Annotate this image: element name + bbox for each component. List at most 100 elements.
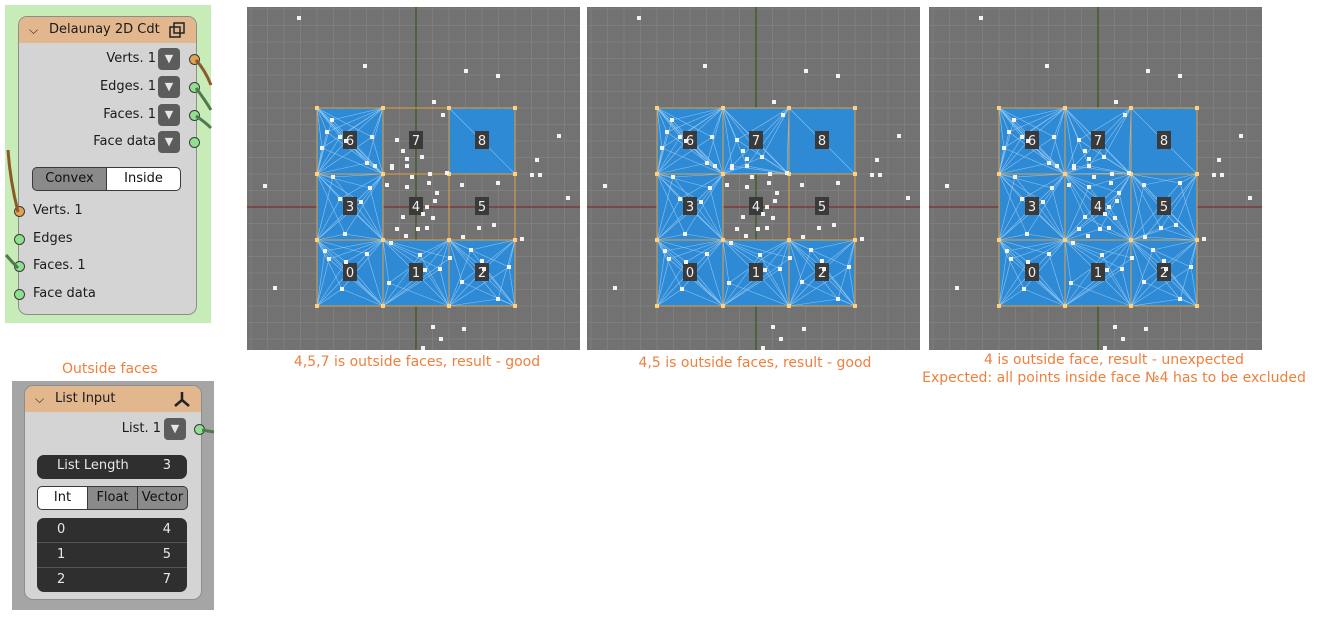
viewport-1[interactable]: 0 1 2 3 4 5 6 7 8 xyxy=(247,7,580,350)
output-facedata-socket[interactable] xyxy=(189,137,200,148)
triangulation-edge xyxy=(731,165,790,175)
scatter-point xyxy=(781,113,785,117)
type-int-button[interactable]: Int xyxy=(37,486,88,510)
triangulation-edge xyxy=(788,239,803,283)
scatter-point xyxy=(425,226,429,230)
face-point xyxy=(435,191,439,195)
face-label-bg xyxy=(1025,131,1039,149)
scatter-point xyxy=(1109,181,1113,185)
collapse-chevron-icon[interactable]: ⌵ xyxy=(29,23,39,37)
triangulation-edge xyxy=(1121,268,1132,307)
triangulation-edge xyxy=(360,201,384,241)
collapse-chevron-icon[interactable]: ⌵ xyxy=(35,392,45,406)
face-point xyxy=(800,280,804,284)
mode-convex-button[interactable]: Convex xyxy=(32,167,107,191)
list-length-field[interactable]: List Length 3 xyxy=(37,455,187,479)
output-edges-dropdown[interactable]: ▼ xyxy=(158,76,180,98)
triangulation-edge xyxy=(788,281,803,307)
triangulation-edge xyxy=(1078,107,1132,141)
face-point xyxy=(1069,281,1073,285)
face-label: 3 xyxy=(686,200,694,215)
triangulation-edge xyxy=(388,239,450,284)
face-point xyxy=(1127,171,1131,175)
triangulation-edge xyxy=(998,239,1029,263)
mode-inside-button[interactable]: Inside xyxy=(106,167,181,191)
viewport-3[interactable]: 0 1 2 3 4 5 6 7 8 xyxy=(929,7,1262,350)
list-output-dropdown[interactable]: ▼ xyxy=(164,418,186,440)
triangulation-edge xyxy=(998,288,1025,307)
triangulation-edge xyxy=(316,147,323,175)
vertex-point xyxy=(1195,172,1199,176)
triangulation-edge xyxy=(316,198,341,241)
triangulation-edge xyxy=(1101,254,1132,307)
node-options-icon[interactable] xyxy=(168,21,186,39)
type-float-button[interactable]: Float xyxy=(87,486,138,510)
delaunay-node[interactable]: ⌵ Delaunay 2D Cdt Verts. 1 ▼ Edges. 1 ▼ … xyxy=(19,17,196,314)
output-faces-socket[interactable] xyxy=(189,110,200,121)
face-label: 8 xyxy=(818,134,826,149)
vertex-point xyxy=(721,106,725,110)
face-label: 0 xyxy=(346,266,354,281)
triangulation-edge xyxy=(681,288,724,307)
scatter-point xyxy=(439,337,443,341)
input-facedata-socket[interactable] xyxy=(14,289,25,300)
triangulation-edge xyxy=(321,147,384,175)
triangulation-edge xyxy=(439,268,450,307)
list-item[interactable]: 2 7 xyxy=(37,568,187,592)
face-point xyxy=(395,138,399,142)
scatter-point xyxy=(729,241,733,245)
triangulation-edge xyxy=(316,107,333,121)
vertex-point xyxy=(997,238,1001,242)
triangulation-edge xyxy=(316,173,371,189)
triangulation-edge xyxy=(746,107,790,167)
input-edges-socket[interactable] xyxy=(14,234,25,245)
triangulation-edge xyxy=(656,136,713,175)
triangulation-edge xyxy=(344,233,384,241)
scatter-point xyxy=(1146,69,1150,73)
viewport-2[interactable]: 0 1 2 3 4 5 6 7 8 xyxy=(587,7,920,350)
output-verts-socket[interactable] xyxy=(189,54,200,65)
list-input-node[interactable]: ⌵ List Input List. 1 ▼ List Length 3 Int… xyxy=(25,386,201,599)
type-vector-button[interactable]: Vector xyxy=(137,486,188,510)
face-label: 1 xyxy=(752,266,760,281)
triangulation-edge xyxy=(1099,228,1132,241)
output-facedata-dropdown[interactable]: ▼ xyxy=(158,131,180,153)
face-point xyxy=(1142,280,1146,284)
triangulation-edge xyxy=(1014,176,1066,241)
triangulation-edge xyxy=(1143,239,1198,283)
triangulation-edge xyxy=(316,288,343,307)
delaunay-node-header[interactable]: ⌵ Delaunay 2D Cdt xyxy=(19,17,196,43)
scatter-point xyxy=(566,196,570,200)
triangulation-edge xyxy=(1023,288,1066,307)
vertex-point xyxy=(513,304,517,308)
triangulation-edge xyxy=(1064,228,1101,241)
face-point xyxy=(448,256,452,260)
list-item[interactable]: 0 4 xyxy=(37,518,187,543)
triangulation-edge xyxy=(1064,216,1086,241)
face-label: 4 xyxy=(412,200,420,215)
list-node-header[interactable]: ⌵ List Input xyxy=(25,386,201,412)
face-point xyxy=(836,297,840,301)
list-item[interactable]: 1 5 xyxy=(37,543,187,568)
triangulation-edge xyxy=(998,233,1028,241)
triangulation-edge xyxy=(1130,281,1145,307)
triangulation-edge xyxy=(1165,268,1198,307)
face-point xyxy=(323,249,327,253)
viewport-1-canvas: 0 1 2 3 4 5 6 7 8 xyxy=(247,7,580,350)
output-edges-socket[interactable] xyxy=(189,82,200,93)
output-faces-dropdown[interactable]: ▼ xyxy=(158,104,180,126)
input-verts-socket[interactable] xyxy=(14,206,25,217)
face-point xyxy=(327,257,331,261)
face-label-bg xyxy=(815,131,829,149)
scatter-point xyxy=(1114,100,1118,104)
scatter-point xyxy=(1067,183,1071,187)
vertex-point xyxy=(1063,238,1067,242)
vertex-point xyxy=(381,106,385,110)
triangulation-edge xyxy=(998,253,1050,307)
face-label: 7 xyxy=(412,134,420,149)
face-label: 4 xyxy=(752,200,760,215)
face-point xyxy=(1174,223,1178,227)
triangulation-edge xyxy=(1144,236,1198,241)
triangulation-edge xyxy=(788,249,812,307)
output-verts-dropdown[interactable]: ▼ xyxy=(158,48,180,70)
